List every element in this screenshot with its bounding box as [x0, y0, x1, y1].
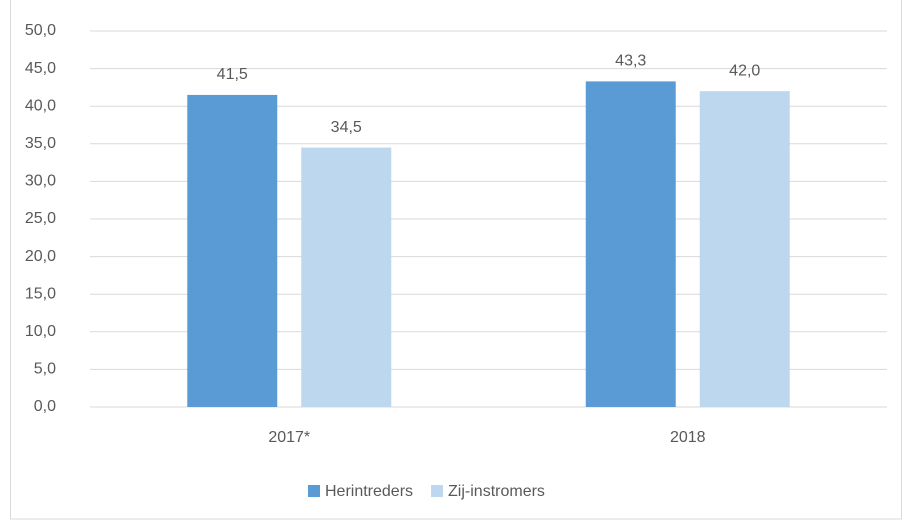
data-label: 43,3	[615, 53, 646, 70]
bar	[699, 91, 790, 407]
data-label: 42,0	[729, 62, 760, 79]
y-tick-label: 30,0	[25, 173, 56, 190]
y-tick-label: 5,0	[34, 361, 56, 378]
bar	[585, 81, 676, 407]
y-tick-label: 0,0	[34, 398, 56, 415]
data-label: 34,5	[331, 119, 362, 136]
y-tick-label: 35,0	[25, 135, 56, 152]
x-tick-label: 2018	[670, 429, 706, 446]
y-tick-label: 20,0	[25, 248, 56, 265]
data-label: 41,5	[217, 66, 248, 83]
y-tick-label: 45,0	[25, 60, 56, 77]
legend-swatch	[308, 485, 320, 497]
y-tick-label: 10,0	[25, 323, 56, 340]
legend-swatch	[431, 485, 444, 497]
bar	[187, 94, 278, 408]
y-tick-label: 50,0	[25, 22, 56, 39]
x-tick-label: 2017*	[268, 429, 310, 446]
legend-label: Herintreders	[325, 483, 413, 500]
y-tick-label: 15,0	[25, 285, 56, 302]
legend-label: Zij-instromers	[448, 483, 545, 500]
y-tick-label: 25,0	[25, 210, 56, 227]
y-tick-label: 40,0	[25, 97, 56, 114]
bar	[301, 147, 392, 407]
